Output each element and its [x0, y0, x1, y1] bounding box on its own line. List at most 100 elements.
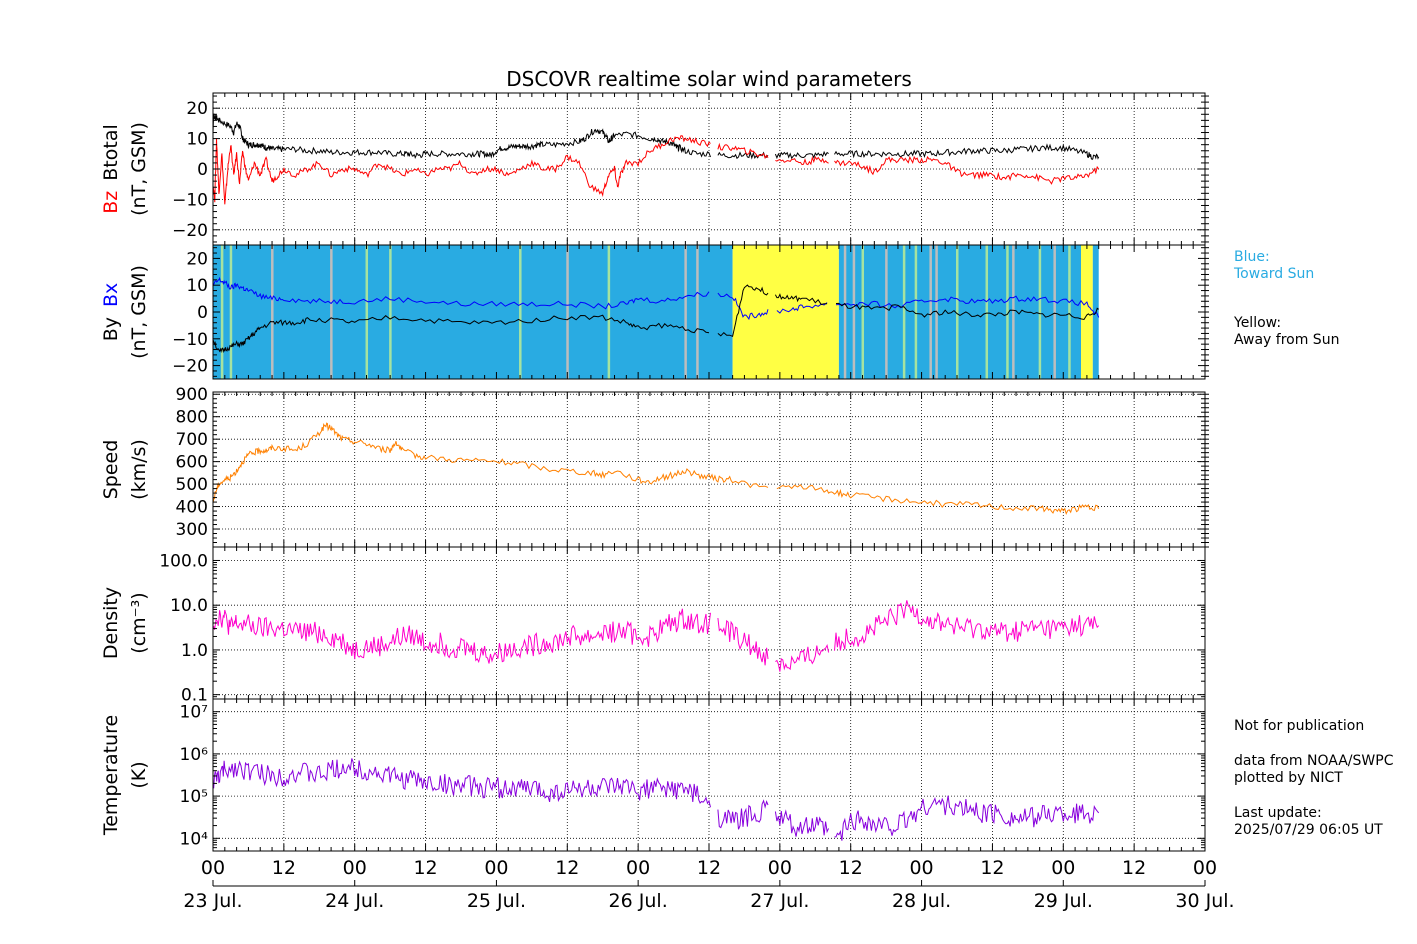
- x-hour-label: 12: [413, 857, 437, 879]
- panels: −20 −10 0 10 20 Bz Btotal (nT, GSM) −20 −10 0 10 20 B…: [100, 92, 1209, 852]
- series-btotal: [213, 113, 1100, 161]
- series-density: [213, 600, 1100, 672]
- y-tick-label: 10⁴: [180, 829, 209, 849]
- source-note: data from NOAA/SWPC: [1234, 753, 1394, 769]
- x-hour-label: 00: [626, 857, 650, 879]
- blue-note-title: Blue:: [1234, 249, 1270, 265]
- y-axis-unit: (cm⁻³): [128, 592, 150, 653]
- sector-marker: [861, 245, 865, 379]
- x-day-label: 25 Jul.: [467, 890, 526, 912]
- y-tick-label: 0: [197, 160, 208, 180]
- sector-marker: [852, 245, 856, 379]
- x-day-label: 30 Jul.: [1175, 890, 1234, 912]
- sector-marker: [271, 245, 274, 379]
- y-tick-label: 10⁶: [180, 745, 209, 765]
- y-tick-label: −10: [172, 330, 208, 350]
- y-tick-label: 400: [176, 498, 208, 518]
- y-label-part: Btotal: [100, 124, 122, 180]
- y-axis-label: Bz Btotal: [100, 124, 122, 214]
- figure-title: DSCOVR realtime solar wind parameters: [506, 67, 912, 91]
- x-day-label: 29 Jul.: [1034, 890, 1093, 912]
- y-tick-label: 10.0: [170, 596, 208, 616]
- yellow-note-desc: Away from Sun: [1234, 332, 1339, 348]
- sector-marker: [1006, 245, 1009, 379]
- x-hour-label: 12: [980, 857, 1004, 879]
- sector-marker: [365, 245, 369, 379]
- x-day-label: 24 Jul.: [325, 890, 384, 912]
- x-day-label: 27 Jul.: [750, 890, 809, 912]
- sector-band: [1081, 245, 1093, 379]
- sector-marker: [220, 245, 224, 379]
- x-hour-label: 00: [768, 857, 792, 879]
- sector-marker: [1053, 245, 1056, 379]
- sector-marker: [684, 245, 687, 379]
- x-hour-label: 12: [272, 857, 296, 879]
- y-tick-label: 0: [197, 303, 208, 323]
- series-by: [213, 284, 1099, 354]
- sector-marker: [389, 245, 392, 379]
- sector-marker: [519, 245, 522, 379]
- y-axis-label: Temperature: [100, 715, 122, 836]
- x-hour-label: 12: [555, 857, 579, 879]
- x-day-label: 23 Jul.: [183, 890, 242, 912]
- x-hour-label: 00: [343, 857, 367, 879]
- sector-marker: [1012, 245, 1015, 379]
- panel-frame: [212, 391, 1206, 548]
- panel-temperature: 10⁴ 10⁵ 10⁶ 10⁷ Temperature (K): [100, 698, 1206, 852]
- x-day-label: 26 Jul.: [609, 890, 668, 912]
- y-axis-unit: (K): [128, 761, 150, 788]
- y-tick-label: −10: [172, 190, 208, 210]
- update-time: 2025/07/29 06:05 UT: [1234, 822, 1383, 838]
- update-label: Last update:: [1234, 805, 1322, 821]
- blue-note-desc: Toward Sun: [1233, 266, 1314, 282]
- sector-marker: [885, 245, 888, 379]
- y-axis-label: By Bx: [100, 283, 122, 342]
- y-tick-label: −20: [172, 357, 208, 377]
- sector-marker: [914, 245, 918, 379]
- sector-marker: [956, 245, 959, 379]
- y-tick-label: 10⁷: [180, 703, 209, 723]
- sector-marker: [607, 245, 611, 379]
- x-axis: 00 12 00 12 00 12 00 12 00 12 00 12 00 12 00 23 Jul. 24 …: [183, 857, 1234, 912]
- sector-marker: [1038, 245, 1042, 379]
- x-hour-label: 00: [1051, 857, 1075, 879]
- x-hour-label: 00: [1193, 857, 1217, 879]
- disclaimer-note: Not for publication: [1234, 718, 1364, 734]
- y-tick-label: 300: [176, 520, 208, 540]
- y-tick-label: 900: [176, 385, 208, 405]
- x-hour-label: 12: [839, 857, 863, 879]
- y-tick-label: 20: [186, 99, 208, 119]
- x-day-label: 28 Jul.: [892, 890, 951, 912]
- y-tick-label: 500: [176, 475, 208, 495]
- x-hour-label: 12: [697, 857, 721, 879]
- side-notes: Blue: Toward Sun Yellow: Away from Sun N…: [1233, 249, 1394, 838]
- series-temperature: [213, 758, 1100, 841]
- sector-marker: [985, 245, 989, 379]
- y-tick-label: −20: [172, 221, 208, 241]
- x-hour-label: 00: [201, 857, 225, 879]
- y-axis-unit: (km/s): [128, 439, 150, 500]
- y-tick-label: 10⁵: [180, 787, 208, 807]
- y-tick-label: 20: [186, 249, 208, 269]
- y-tick-label: 0.1: [181, 686, 208, 706]
- x-hour-label: 00: [909, 857, 933, 879]
- y-label-part: By: [100, 317, 122, 341]
- sector-marker: [929, 245, 932, 379]
- yellow-note-title: Yellow:: [1233, 315, 1281, 331]
- y-label-part: Bx: [100, 283, 122, 307]
- y-tick-label: 700: [176, 430, 208, 450]
- sector-marker: [843, 245, 847, 379]
- y-label-part: Bz: [100, 191, 122, 214]
- sector-marker: [330, 245, 333, 379]
- y-tick-label: 10: [186, 130, 208, 150]
- y-tick-label: 1.0: [181, 641, 208, 661]
- y-tick-label: 600: [176, 453, 208, 473]
- sector-band: [838, 245, 1081, 379]
- y-tick-label: 800: [176, 408, 208, 428]
- series-bz: [213, 135, 1100, 205]
- y-axis-label: Density: [100, 587, 122, 659]
- sector-band: [213, 245, 733, 379]
- y-axis-unit: (nT, GSM): [128, 265, 150, 359]
